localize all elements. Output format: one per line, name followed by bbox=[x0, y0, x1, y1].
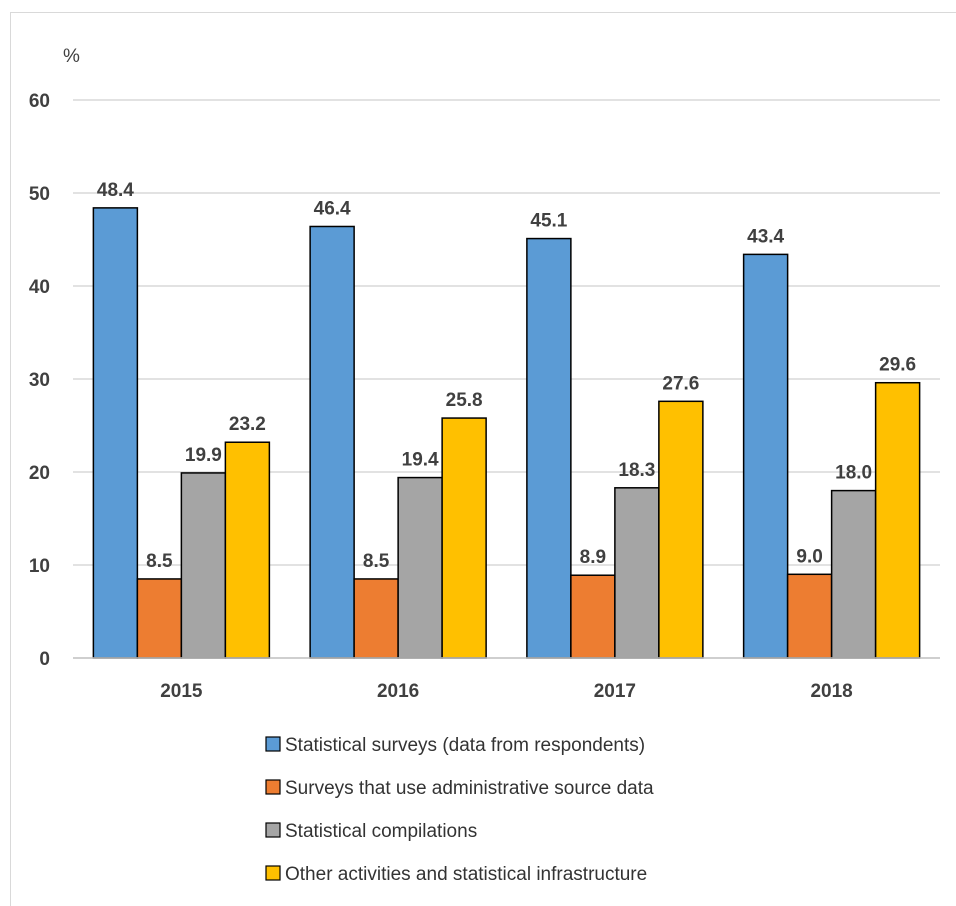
data-label: 8.5 bbox=[363, 551, 390, 572]
data-label: 45.1 bbox=[530, 211, 567, 232]
data-label: 43.4 bbox=[747, 226, 784, 247]
legend-item: Other activities and statistical infrast… bbox=[265, 864, 647, 885]
legend-label: Statistical compilations bbox=[285, 821, 477, 842]
data-label: 18.3 bbox=[618, 460, 655, 481]
x-axis-ticks: 2015 2016 2017 2018 bbox=[160, 681, 853, 702]
bar bbox=[309, 225, 355, 659]
bar bbox=[353, 578, 399, 659]
data-label: 18.0 bbox=[835, 463, 872, 484]
bar bbox=[658, 400, 704, 659]
y-tick-label: 10 bbox=[29, 556, 50, 577]
y-tick-label: 20 bbox=[29, 463, 50, 484]
data-label: 23.2 bbox=[229, 414, 266, 435]
legend-item: Statistical surveys (data from responden… bbox=[265, 735, 645, 756]
bar bbox=[830, 489, 877, 659]
data-label: 19.4 bbox=[402, 450, 439, 471]
legend-label: Surveys that use administrative source d… bbox=[285, 778, 654, 799]
bar bbox=[136, 578, 183, 659]
legend-label: Other activities and statistical infrast… bbox=[285, 864, 647, 885]
x-tick-label: 2015 bbox=[160, 681, 203, 702]
data-label: 8.5 bbox=[146, 551, 173, 572]
legend-label: Statistical surveys (data from responden… bbox=[285, 735, 645, 756]
legend-swatch bbox=[265, 736, 281, 752]
legend-swatch bbox=[265, 822, 281, 838]
bar bbox=[224, 441, 271, 659]
data-label: 48.4 bbox=[97, 180, 134, 201]
bar bbox=[570, 574, 616, 659]
bar bbox=[441, 417, 487, 659]
legend-item: Surveys that use administrative source d… bbox=[265, 778, 654, 799]
y-tick-label: 40 bbox=[29, 277, 50, 298]
x-tick-label: 2018 bbox=[810, 681, 852, 702]
bar bbox=[874, 381, 921, 659]
bar bbox=[180, 472, 227, 659]
data-label: 9.0 bbox=[796, 546, 822, 567]
bar bbox=[786, 573, 833, 659]
data-label: 29.6 bbox=[879, 355, 916, 376]
data-label: 19.9 bbox=[185, 445, 222, 466]
x-tick-label: 2017 bbox=[594, 681, 636, 702]
data-label: 27.6 bbox=[662, 373, 699, 394]
bar bbox=[614, 487, 660, 659]
legend: Statistical surveys (data from responden… bbox=[265, 735, 654, 885]
legend-item: Statistical compilations bbox=[265, 821, 477, 842]
y-tick-label: 60 bbox=[29, 91, 50, 112]
y-tick-label: 50 bbox=[29, 184, 50, 205]
bar bbox=[526, 237, 572, 659]
data-label: 46.4 bbox=[314, 198, 351, 219]
x-tick-label: 2016 bbox=[377, 681, 419, 702]
data-label: 25.8 bbox=[446, 390, 483, 411]
bar bbox=[92, 207, 139, 659]
y-axis-ticks: 0 10 20 30 40 50 60 bbox=[29, 91, 50, 670]
y-unit-label: % bbox=[63, 46, 80, 67]
bars bbox=[92, 207, 921, 659]
data-labels: 48.4 8.5 19.9 23.2 46.4 8.5 19.4 25.8 45.1 8.9 18.… bbox=[97, 180, 916, 572]
data-label: 8.9 bbox=[580, 547, 606, 568]
bar bbox=[397, 476, 443, 659]
y-tick-label: 0 bbox=[39, 649, 50, 670]
legend-swatch bbox=[265, 779, 281, 795]
bar bbox=[742, 253, 789, 659]
legend-swatch bbox=[265, 865, 281, 881]
y-tick-label: 30 bbox=[29, 370, 50, 391]
